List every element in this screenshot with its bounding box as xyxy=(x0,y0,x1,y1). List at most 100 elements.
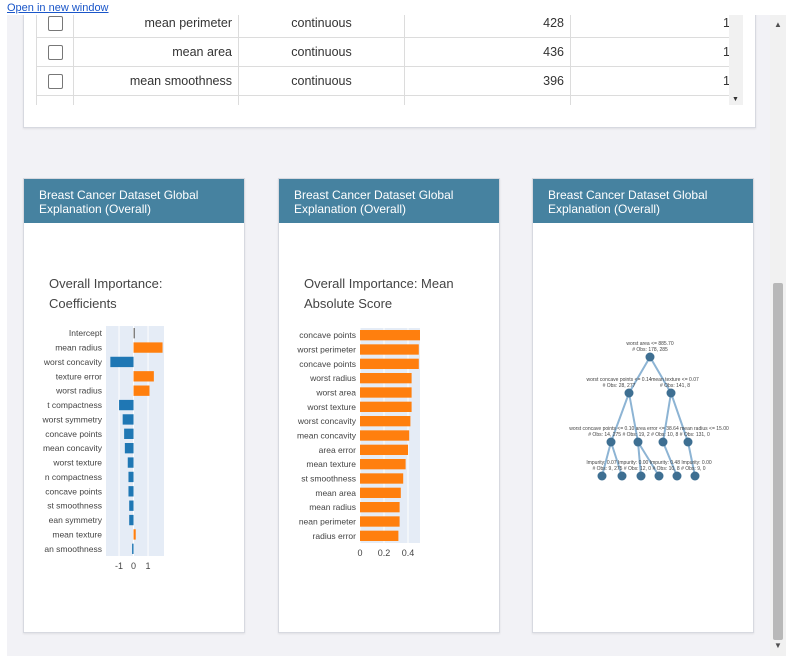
table-scrollbar[interactable]: ▼ xyxy=(729,15,743,105)
scroll-down-arrow-icon[interactable]: ▼ xyxy=(732,96,739,103)
tree-node xyxy=(672,471,682,481)
tree-edge xyxy=(662,392,672,443)
bar xyxy=(360,487,401,498)
x-tick-label: 0 xyxy=(131,561,136,571)
bar xyxy=(127,457,134,468)
bar xyxy=(360,530,399,541)
bar xyxy=(360,416,411,427)
table-row: mean area continuous 436 1 xyxy=(36,37,737,67)
tree-level-label: Impurity: 0.07 Impurity: 0.00 Impurity: … xyxy=(586,460,712,466)
feature-table: mean perimeter continuous 428 1 mean are… xyxy=(36,15,737,105)
y-tick-label: n compactness xyxy=(45,472,102,482)
tree-node-label: # Obs: 28, 277 xyxy=(603,383,636,389)
tree-edge xyxy=(637,441,642,477)
tree-node-label: worst area <= 885.70 xyxy=(626,341,673,347)
notebook-output-frame: mean perimeter continuous 428 1 mean are… xyxy=(7,15,770,656)
y-tick-label: worst radius xyxy=(55,386,102,396)
tree-level-label: # Obs: 9, 275 # Obs: 12, 0 # Obs: 10, 8 … xyxy=(592,466,705,472)
scroll-down-arrow-icon[interactable]: ▼ xyxy=(774,641,782,650)
feature-name-cell: mean perimeter xyxy=(73,15,239,38)
tree-edge xyxy=(610,441,623,477)
card-header: Breast Cancer Dataset Global Explanation… xyxy=(279,179,499,223)
tree-edge xyxy=(649,356,672,394)
y-tick-label: nean perimeter xyxy=(299,517,356,527)
bar xyxy=(129,500,134,511)
feature-name-cell: mean area xyxy=(73,37,239,67)
tree-node xyxy=(597,471,607,481)
row-checkbox[interactable] xyxy=(47,73,63,89)
feature-value-cell: 1 xyxy=(570,66,737,96)
mean-absolute-score-card: Breast Cancer Dataset Global Explanation… xyxy=(278,178,500,633)
tree-edge xyxy=(628,356,651,394)
tree-node-label: # Obs: 178, 285 xyxy=(632,347,668,353)
scrollbar-thumb[interactable] xyxy=(773,283,783,640)
tree-level-label: worst concave points <= 0.10 area error … xyxy=(569,426,729,432)
bar xyxy=(133,385,150,396)
y-tick-label: worst concavity xyxy=(43,357,103,367)
bar xyxy=(360,502,400,513)
chart-title: Overall Importance: Coefficients xyxy=(49,276,163,311)
tree-node xyxy=(645,352,655,362)
row-checkbox[interactable] xyxy=(47,44,63,60)
bar xyxy=(133,342,163,353)
feature-value-cell: 1 xyxy=(570,15,737,38)
tree-node-label: # Obs: 141, 8 xyxy=(660,383,690,389)
bar xyxy=(133,529,136,540)
y-tick-label: worst texture xyxy=(52,458,102,468)
tree-node-label: worst concave points <= 0.14 xyxy=(586,377,651,383)
feature-table-scroll-area[interactable]: mean perimeter continuous 428 1 mean are… xyxy=(36,15,743,105)
y-tick-label: worst radius xyxy=(309,373,356,383)
y-tick-label: concave points xyxy=(299,359,356,369)
row-checkbox[interactable] xyxy=(47,15,63,31)
x-tick-label: -1 xyxy=(115,561,123,571)
y-tick-label: worst texture xyxy=(306,402,356,412)
tree-node xyxy=(624,388,634,398)
bar xyxy=(128,471,134,483)
card-header: Breast Cancer Dataset Global Explanation… xyxy=(533,179,753,223)
bar xyxy=(360,373,412,384)
chart-title: Overall Importance: Mean Absolute Score xyxy=(304,276,454,311)
y-tick-label: concave points xyxy=(45,429,102,439)
tree-edge xyxy=(628,392,639,443)
y-tick-label: mean texture xyxy=(306,459,356,469)
decision-tree-card: Breast Cancer Dataset Global Explanation… xyxy=(532,178,754,633)
coefficients-bar-chart: -1 0 1 Intercept mean radius worst concavity t… xyxy=(42,326,164,571)
tree-node xyxy=(690,471,700,481)
feature-count-cell: 428 xyxy=(404,15,571,38)
y-tick-label: mean radius xyxy=(55,343,102,353)
tree-node xyxy=(666,388,676,398)
y-tick-label: st smoothness xyxy=(47,501,102,511)
page-scrollbar[interactable]: ▲ ▼ xyxy=(770,15,786,656)
feature-type-cell: continuous xyxy=(238,37,405,67)
y-tick-label: mean radius xyxy=(309,502,356,512)
y-tick-label: concave points xyxy=(45,486,102,496)
open-new-window-link[interactable]: Open in new window xyxy=(7,2,109,14)
x-tick-label: 0 xyxy=(357,548,362,558)
bar xyxy=(133,328,135,339)
y-tick-label: worst perimeter xyxy=(296,345,356,355)
tree-node xyxy=(617,471,627,481)
y-tick-label: t compactness xyxy=(47,400,102,410)
tree-node xyxy=(683,437,693,447)
bar xyxy=(360,516,400,527)
bar xyxy=(133,371,154,382)
y-tick-label: concave points xyxy=(299,330,356,340)
tree-edge xyxy=(670,392,689,443)
tree-node xyxy=(658,437,668,447)
tree-node xyxy=(636,471,646,481)
bar xyxy=(110,356,134,368)
scroll-up-arrow-icon[interactable]: ▲ xyxy=(774,20,782,29)
table-row: mean perimeter continuous 428 1 xyxy=(36,15,737,38)
tree-edge xyxy=(637,441,660,477)
feature-count-cell: 396 xyxy=(404,66,571,96)
tree-edge xyxy=(610,392,630,443)
y-tick-label: texture error xyxy=(56,371,102,381)
bar xyxy=(124,428,134,439)
y-tick-label: mean area xyxy=(315,488,356,498)
y-tick-label: worst symmetry xyxy=(42,414,103,424)
bar xyxy=(360,401,412,412)
x-tick-label: 1 xyxy=(146,561,151,571)
bar xyxy=(132,543,134,554)
y-tick-label: worst concavity xyxy=(297,416,357,426)
y-tick-label: Intercept xyxy=(69,328,103,338)
